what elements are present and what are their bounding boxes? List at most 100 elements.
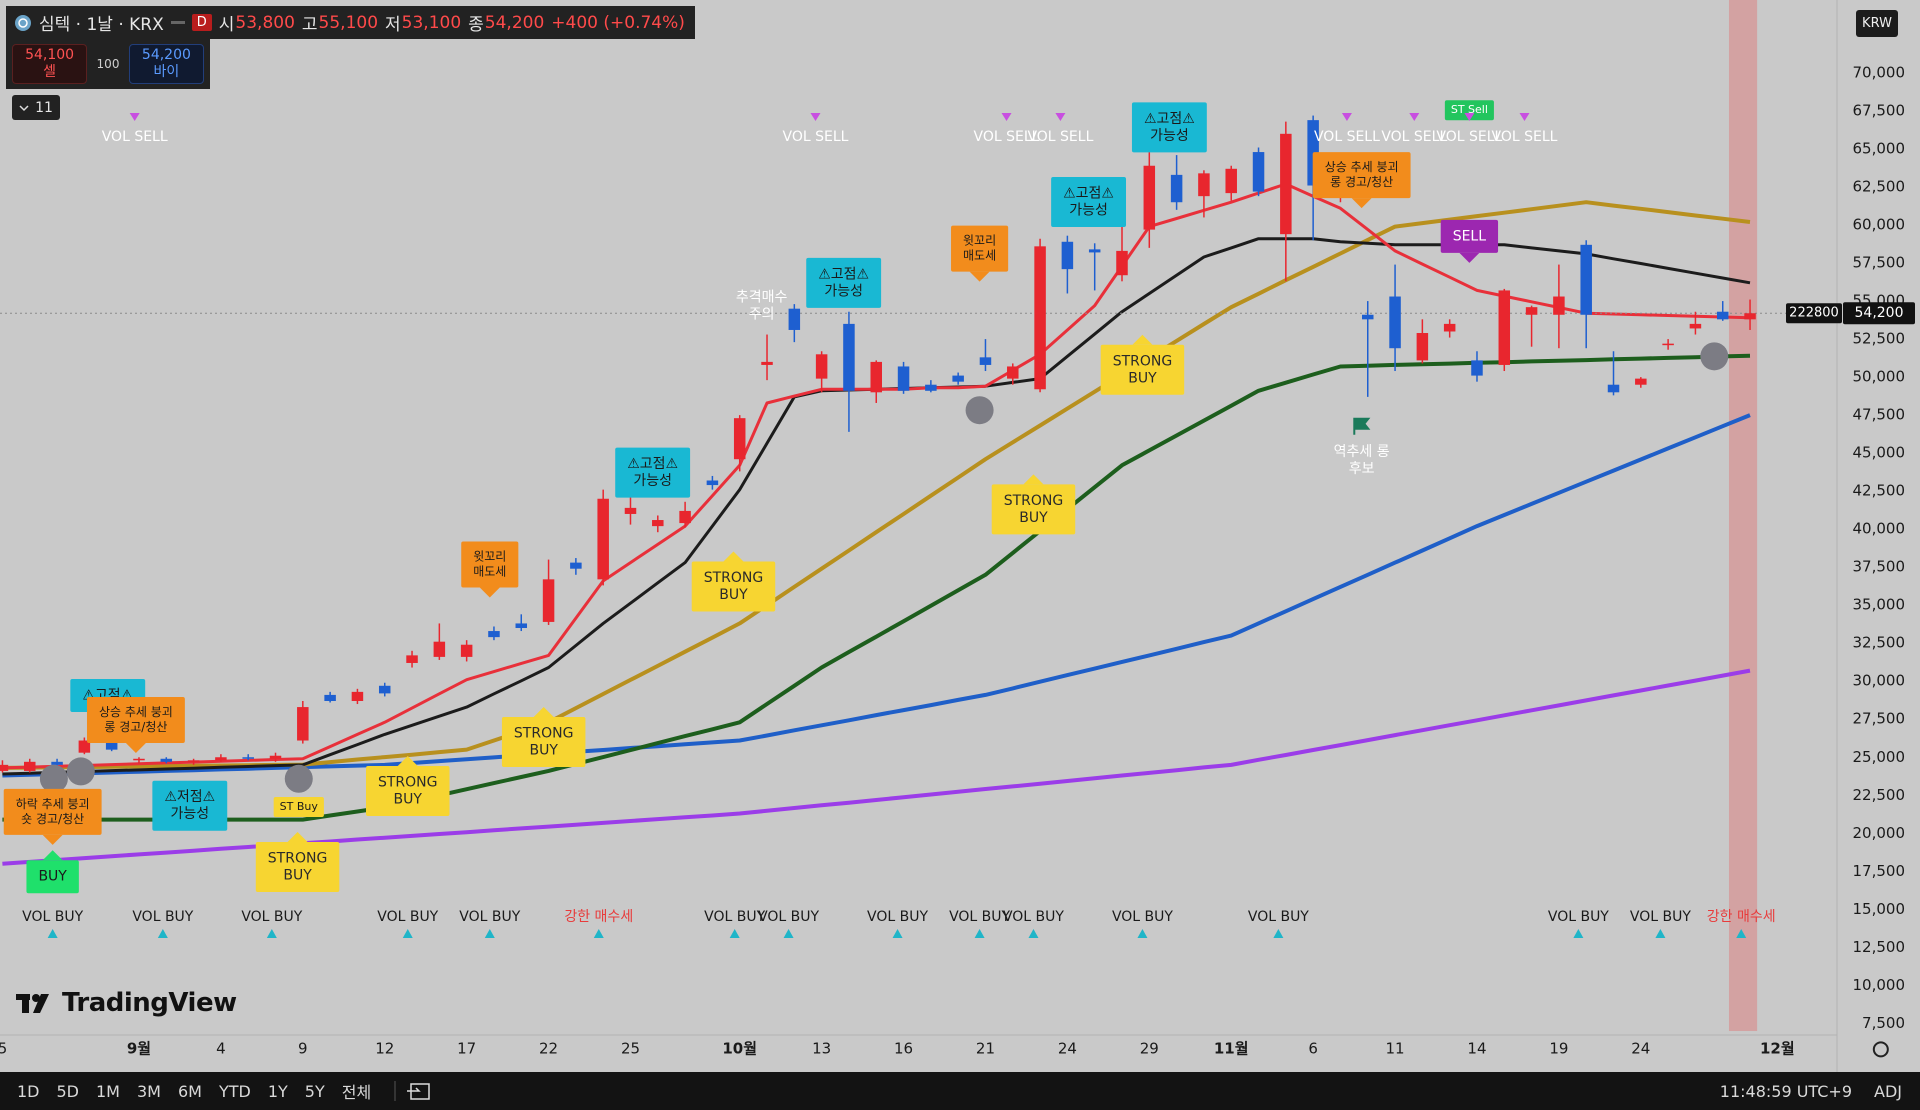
signal-triangle xyxy=(129,113,140,121)
y-tick-label: 50,000 xyxy=(1853,368,1906,386)
ohlc-label: 종 xyxy=(468,15,484,35)
ohlc-value: 55,100 xyxy=(318,12,379,33)
candle-body xyxy=(624,507,637,514)
signal-dot xyxy=(965,396,994,425)
logo-text: TradingView xyxy=(62,988,237,1018)
adjust-button[interactable]: ADJ xyxy=(1874,1081,1902,1101)
annotation-pointer xyxy=(723,551,744,562)
annotation-text: 가능성 xyxy=(633,473,672,489)
annotation-box xyxy=(1444,100,1494,121)
annotation-box xyxy=(1131,102,1207,153)
last-price-text: 54,200 xyxy=(1855,305,1904,321)
annotation-box xyxy=(806,257,882,308)
annotation-text: ST Buy xyxy=(280,800,319,813)
annotation-box xyxy=(152,780,228,831)
annotation: 하락 추세 붕괴숏 경고/청산 xyxy=(3,788,102,845)
candle-body xyxy=(1307,120,1319,186)
vol-sell-label: VOL SELL xyxy=(974,129,1040,145)
buy-button[interactable]: 54,200 바이 xyxy=(128,44,204,84)
y-tick-label: 42,500 xyxy=(1853,482,1906,500)
currency-button[interactable]: KRW xyxy=(1856,10,1898,37)
period-button[interactable]: 5Y xyxy=(304,1081,325,1101)
annotation-text: 추격매수 xyxy=(736,290,788,306)
annotation-text: 숏 경고/청산 xyxy=(21,812,84,826)
candle-body xyxy=(1362,314,1374,320)
period-button[interactable]: YTD xyxy=(218,1081,251,1101)
y-tick-label: 15,000 xyxy=(1853,900,1906,918)
x-tick-label: 12월 xyxy=(1760,1040,1795,1058)
candle-body xyxy=(51,761,63,765)
candle-body xyxy=(1607,384,1620,393)
annotation-text: BUY xyxy=(283,867,312,883)
annotation-pointer xyxy=(479,587,500,598)
signal-triangle xyxy=(402,929,413,938)
candle-body xyxy=(1498,290,1511,365)
ohlc-label: 시 xyxy=(218,15,235,35)
candle-body xyxy=(1252,152,1265,192)
volume-tag-text: 222800 xyxy=(1789,306,1839,321)
candle-body xyxy=(843,323,855,391)
annotation: 상승 추세 붕괴롱 경고/청산 xyxy=(86,697,185,753)
symbol-header[interactable]: 심텍 · 1날 · KRX D 시 53,800 고 55,100 저 53,100 … xyxy=(6,6,695,39)
annotation-pointer xyxy=(287,831,308,842)
annotation-text: BUY xyxy=(1128,370,1157,386)
date-range-button[interactable] xyxy=(385,1079,445,1103)
annotation-text: BUY xyxy=(394,792,423,808)
y-tick-label: 52,500 xyxy=(1853,330,1906,348)
candle-body xyxy=(324,694,336,701)
candle-body xyxy=(1143,165,1156,230)
candle-body xyxy=(433,641,446,657)
ohlc-label: 고 xyxy=(301,15,318,35)
candle-body xyxy=(1280,133,1292,235)
vol-buy-label: VOL BUY xyxy=(1003,909,1064,925)
period-button[interactable]: 6M xyxy=(177,1081,202,1101)
x-tick-label: 16 xyxy=(894,1040,913,1058)
candle-body xyxy=(1553,296,1565,315)
annotation-pointer xyxy=(42,834,63,845)
y-tick-label: 27,500 xyxy=(1853,710,1906,728)
annotation-pointer xyxy=(42,850,63,861)
signal-triangle xyxy=(892,929,903,938)
y-tick-label: 30,000 xyxy=(1853,672,1906,690)
period-button[interactable]: 3M xyxy=(136,1081,161,1101)
vol-buy-label: 강한 매수세 xyxy=(1707,909,1776,925)
period-button[interactable]: 1M xyxy=(96,1081,120,1101)
sell-button[interactable]: 54,100 셀 xyxy=(12,44,88,84)
candle-body xyxy=(242,757,254,759)
annotation-text: 주의 xyxy=(749,307,775,323)
annotation: ⚠고점⚠가능성 xyxy=(615,447,691,498)
candle-body xyxy=(406,655,418,663)
x-tick-label: 24 xyxy=(1058,1040,1077,1058)
highlight-band xyxy=(1728,0,1758,1032)
annotation: ⚠고점⚠가능성 xyxy=(806,257,882,308)
candle-body xyxy=(105,740,118,750)
candle-body xyxy=(815,354,828,379)
annotation-text: STRONG xyxy=(704,570,764,586)
signal-triangle xyxy=(974,929,985,938)
signal-triangle xyxy=(1028,929,1039,938)
y-tick-label: 32,500 xyxy=(1853,634,1906,652)
vol-buy-label: 강한 매수세 xyxy=(564,909,633,925)
vol-buy-label: VOL BUY xyxy=(867,909,928,925)
annotation-box xyxy=(86,697,185,743)
y-tick-label: 22,500 xyxy=(1853,786,1906,804)
candle-body xyxy=(1635,378,1647,385)
candle-body xyxy=(706,480,719,486)
indicator-toggle[interactable]: 11 xyxy=(12,95,60,120)
annotation: ST Sell xyxy=(1444,100,1494,121)
annotation-box xyxy=(255,841,340,892)
candle-body xyxy=(1170,174,1183,203)
ohlc-value: 53,100 xyxy=(401,12,462,33)
candle-body xyxy=(133,758,145,761)
symbol-icon xyxy=(15,14,31,31)
annotation-text: STRONG xyxy=(514,726,574,742)
period-button[interactable]: 1D xyxy=(17,1081,40,1101)
separator xyxy=(170,20,185,24)
annotation-pointer xyxy=(397,756,418,767)
vol-buy-label: VOL BUY xyxy=(132,909,193,925)
period-button[interactable]: 5D xyxy=(56,1081,80,1101)
period-button[interactable]: 전체 xyxy=(341,1083,372,1102)
period-button[interactable]: 1Y xyxy=(267,1081,288,1101)
vol-sell-label: VOL SELL xyxy=(1492,129,1558,145)
